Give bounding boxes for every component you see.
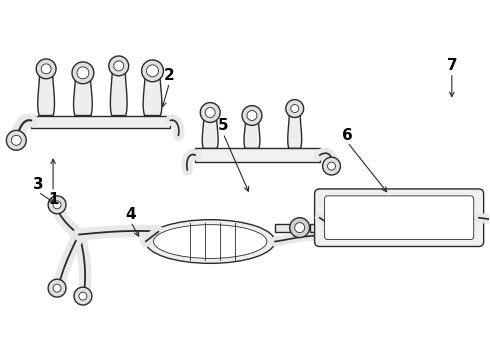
Polygon shape [327,162,336,170]
Polygon shape [74,73,92,116]
Ellipse shape [146,220,275,264]
Text: 6: 6 [342,128,353,143]
Text: 4: 4 [125,207,136,222]
Text: 7: 7 [446,58,457,73]
Text: 3: 3 [33,177,44,193]
Polygon shape [322,157,341,175]
Polygon shape [286,100,304,117]
Polygon shape [290,218,310,238]
Polygon shape [72,62,94,84]
Polygon shape [11,135,21,145]
Polygon shape [48,196,66,214]
Text: 5: 5 [218,118,228,133]
Polygon shape [205,108,215,117]
Polygon shape [36,59,56,79]
Polygon shape [288,109,302,148]
Polygon shape [114,61,123,71]
Polygon shape [202,113,218,148]
Polygon shape [48,279,66,297]
Ellipse shape [153,225,267,258]
Polygon shape [200,103,220,122]
Polygon shape [74,287,92,305]
Polygon shape [147,65,158,77]
Polygon shape [310,224,335,231]
Polygon shape [77,67,89,79]
Polygon shape [31,116,171,129]
Polygon shape [291,105,299,113]
Polygon shape [247,111,257,121]
Text: 2: 2 [164,68,175,83]
Polygon shape [110,66,127,116]
Polygon shape [196,148,319,162]
Polygon shape [79,292,87,300]
Text: 1: 1 [48,192,58,207]
Polygon shape [41,64,51,74]
Polygon shape [242,105,262,125]
FancyBboxPatch shape [315,189,484,247]
Polygon shape [142,60,164,82]
FancyBboxPatch shape [324,196,474,239]
Polygon shape [38,69,54,116]
Polygon shape [294,223,305,233]
Polygon shape [275,224,290,231]
Polygon shape [6,130,26,150]
Polygon shape [53,284,61,292]
Polygon shape [53,201,61,209]
Polygon shape [109,56,129,76]
Polygon shape [244,116,260,148]
Polygon shape [143,71,162,116]
